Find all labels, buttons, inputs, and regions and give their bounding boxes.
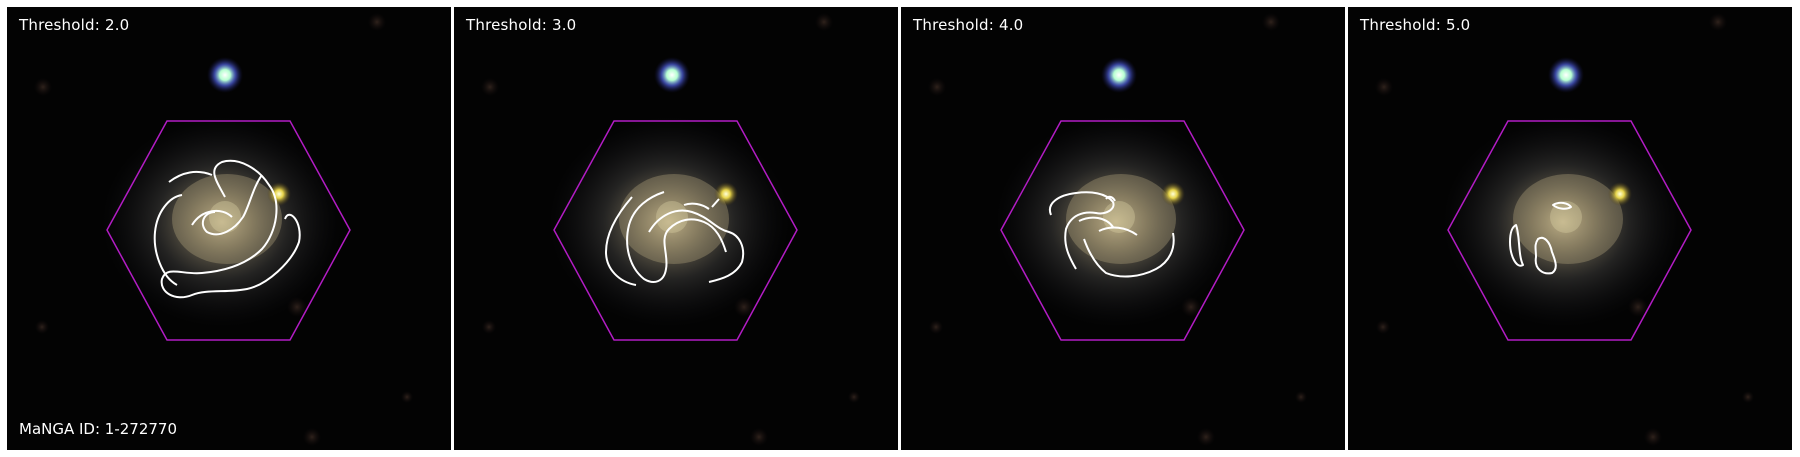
contour — [153, 159, 301, 299]
threshold-label: Threshold: 3.0 — [466, 16, 577, 34]
threshold-label: Threshold: 4.0 — [913, 16, 1024, 34]
galaxy-id-label: MaNGA ID: 1-272770 — [19, 420, 178, 438]
contour — [1048, 191, 1175, 278]
galaxy-image — [7, 7, 451, 450]
contour — [1509, 201, 1572, 275]
threshold-panel-3: Threshold: 4.0 — [901, 7, 1345, 450]
contour — [605, 191, 745, 286]
threshold-panel-1: Threshold: 2.0 MaNGA ID: 1-272770 — [7, 7, 451, 450]
threshold-label: Threshold: 2.0 — [19, 16, 130, 34]
galaxy-image — [454, 7, 898, 450]
threshold-label: Threshold: 5.0 — [1360, 16, 1471, 34]
galaxy-image — [901, 7, 1345, 450]
threshold-panel-4: Threshold: 5.0 — [1348, 7, 1792, 450]
galaxy-image — [1348, 7, 1792, 450]
threshold-panel-2: Threshold: 3.0 — [454, 7, 898, 450]
